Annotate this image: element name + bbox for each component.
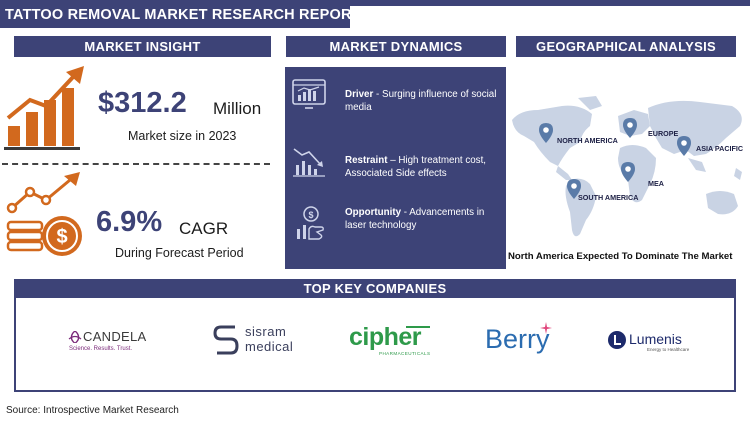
berry-star-icon [540, 322, 552, 334]
candela-name: CANDELA [83, 329, 147, 344]
dashed-divider [2, 163, 270, 165]
region-north-america: NORTH AMERICA [557, 136, 618, 145]
svg-text:$: $ [56, 226, 67, 248]
dynamics-driver: Driver - Surging influence of social med… [345, 88, 498, 114]
lumenis-l-icon [608, 331, 626, 349]
svg-text:$: $ [308, 210, 313, 220]
report-title: TATTOO REMOVAL MARKET RESEARCH REPORT [0, 0, 360, 28]
region-south-america: SOUTH AMERICA [578, 193, 639, 202]
market-dynamics-panel: Driver - Surging influence of social med… [285, 67, 506, 269]
cipher-tagline: PHARMACEUTICALS [379, 351, 431, 356]
opportunity-label: Opportunity [345, 207, 402, 218]
cipher-bar [406, 326, 430, 328]
monitor-chart-icon [292, 79, 326, 109]
market-size-value: $312.2 [98, 87, 187, 119]
world-map: NORTH AMERICA EUROPE ASIA PACIFIC SOUTH … [510, 92, 750, 247]
cagr-caption: During Forecast Period [115, 246, 244, 260]
dynamics-opportunity: Opportunity - Advancements in laser tech… [345, 206, 498, 232]
driver-label: Driver [345, 89, 374, 100]
map-pin-icon [677, 136, 691, 156]
region-mea: MEA [648, 179, 664, 188]
declining-chart-icon [293, 148, 325, 177]
map-pin-icon [539, 123, 553, 143]
map-pin-icon [567, 179, 581, 199]
lumenis-name: Lumenis [629, 331, 682, 347]
market-insight-header: MARKET INSIGHT [14, 36, 271, 57]
restraint-label: Restraint [345, 155, 388, 166]
map-pin-icon [621, 162, 635, 182]
lumenis-tagline: Energy to Healthcare [647, 347, 690, 352]
geo-analysis-note: North America Expected To Dominate The M… [508, 251, 733, 262]
growth-hand-icon: $ [297, 206, 324, 240]
sisram-name: sisram [245, 324, 287, 339]
berry-name: Berry [485, 324, 550, 354]
sisram-line2: medical [245, 339, 294, 354]
cagr-unit: CAGR [179, 219, 229, 238]
title-strip [340, 0, 750, 6]
driver-text: - Surging influence of social media [345, 89, 497, 113]
opportunity-text: - Advancements in laser technology [345, 207, 485, 231]
market-size-caption: Market size in 2023 [128, 129, 237, 143]
dynamics-restraint: Restraint – High treatment cost, Associa… [345, 154, 498, 180]
candela-flame-icon [68, 331, 82, 343]
source-note: Source: Introspective Market Research [6, 405, 179, 416]
top-companies-header: TOP KEY COMPANIES [14, 279, 736, 298]
map-pin-icon [623, 118, 637, 138]
sisram-s-icon [213, 325, 239, 355]
cagr-value: 6.9% [96, 206, 163, 238]
market-size-unit: Million [213, 99, 262, 118]
restraint-text: – High treatment cost, Associated Side e… [345, 155, 487, 179]
coins-growth-icon: $ [6, 172, 82, 256]
region-europe: EUROPE [648, 129, 679, 138]
geographical-analysis-header: GEOGRAPHICAL ANALYSIS [516, 36, 736, 57]
market-dynamics-header: MARKET DYNAMICS [286, 36, 506, 57]
growth-bar-chart-icon [4, 66, 84, 150]
candela-tagline: Science. Results. Trust. [69, 346, 133, 352]
region-asia-pacific: ASIA PACIFIC [696, 144, 744, 153]
